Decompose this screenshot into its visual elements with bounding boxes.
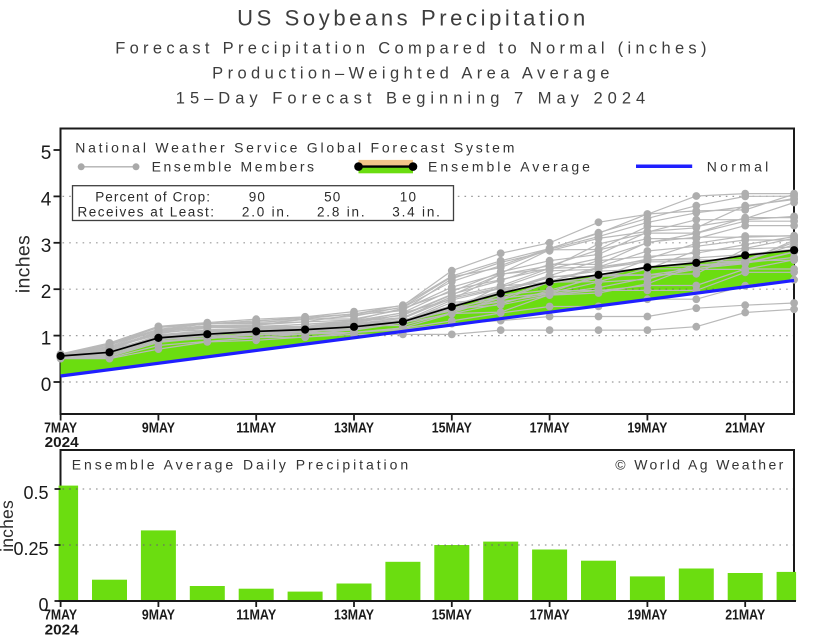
svg-text:Forecast Precipitation Compare: Forecast Precipitation Compared to Norma… [115, 40, 711, 58]
svg-text:19MAY: 19MAY [627, 420, 667, 437]
svg-text:19MAY: 19MAY [627, 607, 667, 624]
svg-text:US Soybeans Precipitation: US Soybeans Precipitation [237, 6, 589, 31]
svg-text:50: 50 [324, 189, 341, 204]
svg-text:7MAY: 7MAY [44, 420, 77, 437]
svg-text:Normal: Normal [707, 159, 772, 175]
svg-text:10: 10 [400, 189, 417, 204]
svg-text:National Weather Service Globa: National Weather Service Global Forecast… [75, 140, 517, 156]
svg-text:2024: 2024 [45, 434, 80, 451]
svg-text:17MAY: 17MAY [530, 420, 570, 437]
svg-text:2024: 2024 [45, 622, 80, 639]
svg-text:3.4 in.: 3.4 in. [392, 204, 441, 219]
svg-text:1: 1 [41, 329, 52, 350]
svg-text:2: 2 [41, 282, 52, 303]
svg-text:3: 3 [41, 236, 52, 257]
svg-text:9MAY: 9MAY [142, 420, 175, 437]
svg-text:4: 4 [41, 189, 52, 210]
svg-text:Percent of Crop:: Percent of Crop: [95, 189, 211, 204]
svg-text:15MAY: 15MAY [432, 607, 472, 624]
svg-text:17MAY: 17MAY [530, 607, 570, 624]
svg-text:21MAY: 21MAY [725, 420, 765, 437]
svg-text:15MAY: 15MAY [432, 420, 472, 437]
svg-text:Production–Weighted Area Avera: Production–Weighted Area Average [212, 65, 614, 83]
svg-text:0: 0 [38, 595, 48, 615]
svg-text:© World Ag Weather: © World Ag Weather [615, 457, 786, 473]
svg-text:0.25: 0.25 [13, 539, 48, 559]
svg-text:13MAY: 13MAY [334, 607, 374, 624]
svg-text:9MAY: 9MAY [142, 607, 175, 624]
svg-text:0.5: 0.5 [23, 483, 48, 503]
svg-text:Ensemble Average Daily Precipi: Ensemble Average Daily Precipitation [72, 457, 411, 473]
svg-text:inches: inches [13, 235, 35, 293]
svg-text:11MAY: 11MAY [236, 607, 276, 624]
svg-text:21MAY: 21MAY [725, 607, 765, 624]
svg-text:7MAY: 7MAY [44, 607, 77, 624]
svg-text:90: 90 [249, 189, 266, 204]
svg-text:2.8 in.: 2.8 in. [317, 204, 366, 219]
svg-text:13MAY: 13MAY [334, 420, 374, 437]
svg-text:Ensemble Members: Ensemble Members [152, 159, 317, 175]
svg-text:11MAY: 11MAY [236, 420, 276, 437]
svg-text:Ensemble Average: Ensemble Average [428, 159, 593, 175]
svg-text:0: 0 [41, 375, 52, 396]
svg-text:15–Day Forecast Beginning 7 Ma: 15–Day Forecast Beginning 7 May 2024 [176, 90, 650, 108]
svg-text:2.0 in.: 2.0 in. [242, 204, 291, 219]
svg-text:Receives at Least:: Receives at Least: [78, 204, 216, 219]
svg-text:inches: inches [0, 500, 17, 552]
svg-text:5: 5 [41, 143, 52, 164]
